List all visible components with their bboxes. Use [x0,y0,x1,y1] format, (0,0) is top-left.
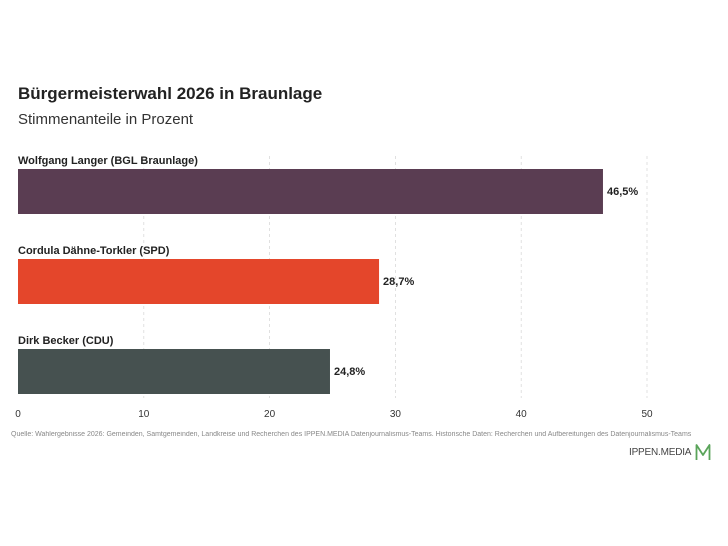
category-label: Wolfgang Langer (BGL Braunlage) [18,155,198,167]
x-tick-label: 50 [641,409,653,420]
source-note: Quelle: Wahlergebnisse 2026: Gemeinden, … [11,431,692,438]
value-label: 28,7% [383,276,414,288]
value-label: 24,8% [334,366,365,378]
chart-subtitle: Stimmenanteile in Prozent [18,111,194,128]
bar-chart: Wolfgang Langer (BGL Braunlage) 46,5% Cord… [15,155,653,420]
category-label: Cordula Dähne-Torkler (SPD) [18,245,170,257]
ippen-media-logo-icon [695,444,711,460]
x-tick-label: 30 [390,409,402,420]
x-tick-label: 20 [264,409,276,420]
brand-name: IPPEN.MEDIA [629,446,692,458]
x-tick-label: 10 [138,409,150,420]
bar [18,169,603,214]
x-tick-label: 40 [516,409,528,420]
category-label: Dirk Becker (CDU) [18,335,114,347]
chart-title: Bürgermeisterwahl 2026 in Braunlage [18,84,323,103]
bar [18,349,330,394]
brand-block: IPPEN.MEDIA [629,443,711,461]
value-label: 46,5% [607,186,638,198]
x-tick-label: 0 [15,409,21,420]
bar [18,259,380,304]
